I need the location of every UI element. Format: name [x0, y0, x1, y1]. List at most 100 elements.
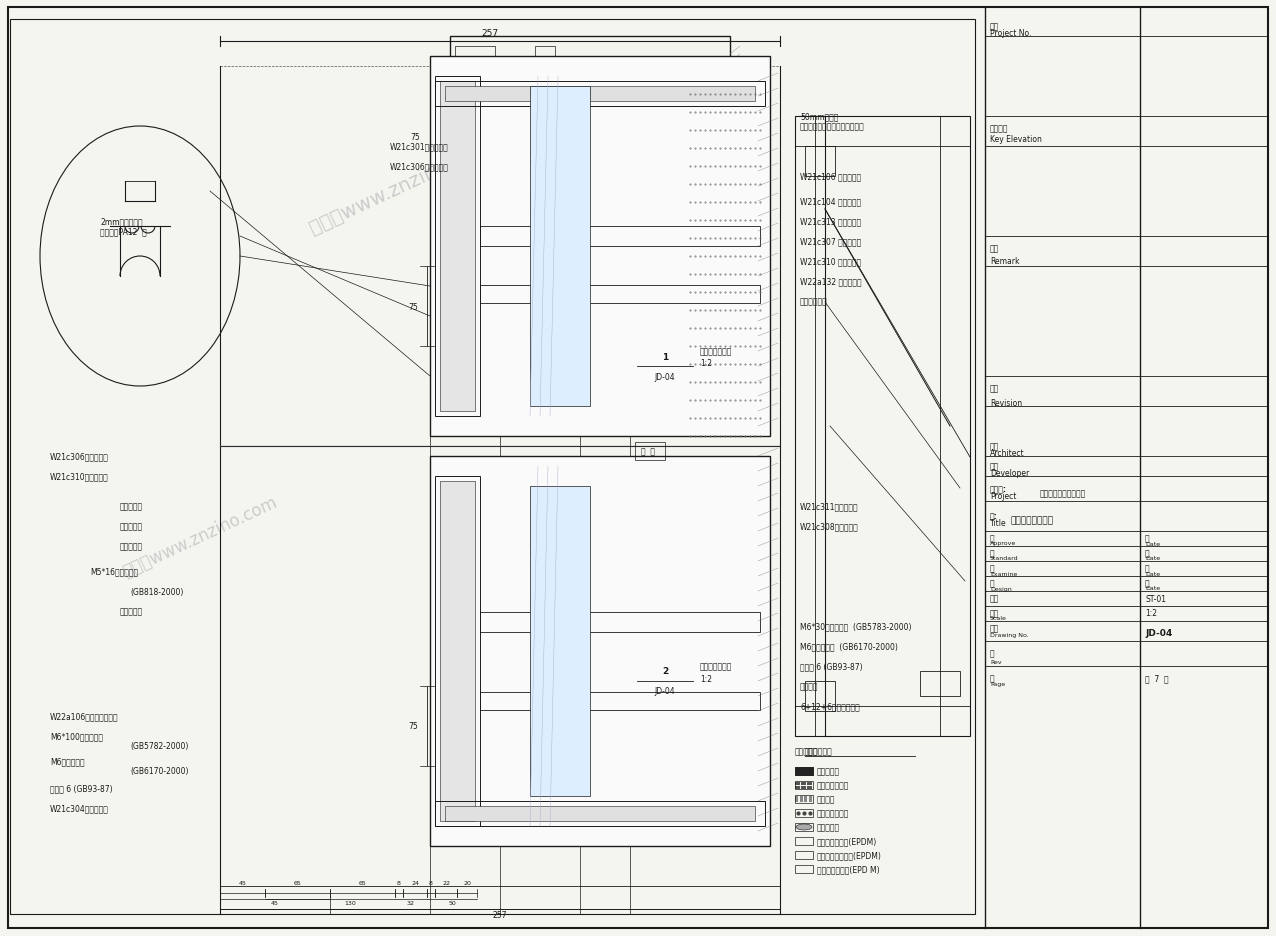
Bar [801, 786, 806, 789]
Text: 建设: 建设 [990, 462, 999, 471]
Text: 编号: 编号 [990, 22, 999, 32]
Text: 版: 版 [990, 649, 994, 658]
Text: Revision: Revision [990, 398, 1022, 407]
Text: M6*100不锈钢螺栓: M6*100不锈钢螺栓 [50, 732, 103, 740]
Text: ST-01: ST-01 [1145, 593, 1166, 603]
Text: 1:2: 1:2 [701, 674, 712, 682]
Text: 45: 45 [239, 881, 246, 885]
Text: 建: 建 [1145, 534, 1150, 543]
Text: （密封带线粘结密封待专用胶）: （密封带线粘结密封待专用胶） [800, 123, 865, 131]
Bar [480, 612, 760, 632]
Text: W21c307 开启扇上框: W21c307 开启扇上框 [800, 237, 861, 246]
Text: 弹簧垫 6 (GB93-87): 弹簧垫 6 (GB93-87) [50, 783, 112, 793]
Text: JD-04: JD-04 [1145, 629, 1173, 637]
Text: Remark: Remark [990, 256, 1020, 265]
Text: Date: Date [1145, 586, 1160, 591]
Text: Architect: Architect [990, 449, 1025, 458]
Text: 页: 页 [990, 674, 994, 682]
Bar [795, 117, 970, 737]
Text: W21c106 铝合金压板: W21c106 铝合金压板 [800, 172, 861, 182]
Bar [440, 82, 475, 412]
Bar [630, 67, 730, 427]
Bar [801, 782, 806, 785]
Text: Examine: Examine [990, 571, 1017, 576]
Text: 符号说明：: 符号说明： [795, 747, 818, 755]
Text: 8: 8 [429, 881, 433, 885]
Text: 2mm厚尼龙垫片
（材质：PA12  ）: 2mm厚尼龙垫片 （材质：PA12 ） [100, 217, 147, 237]
Bar [795, 782, 813, 789]
Text: JD-04: JD-04 [655, 373, 675, 381]
Text: W21c306铝合金横梁: W21c306铝合金横梁 [390, 162, 449, 171]
Bar [430, 137, 500, 297]
Text: 拉栓式铝合金玻璃幕墙: 拉栓式铝合金玻璃幕墙 [1040, 489, 1086, 498]
Text: 65: 65 [359, 881, 366, 885]
Text: 图号: 图号 [990, 623, 999, 633]
Text: W21c308开启扇下框: W21c308开启扇下框 [800, 522, 859, 531]
Bar [806, 786, 812, 789]
Text: 75: 75 [408, 722, 419, 731]
Text: Scale: Scale [990, 616, 1007, 621]
Bar [795, 782, 800, 785]
Bar [500, 177, 581, 297]
Bar [581, 57, 720, 227]
Bar [435, 476, 480, 826]
Text: M6不锈钢螺母  (GB6170-2000): M6不锈钢螺母 (GB6170-2000) [800, 642, 898, 651]
Text: 知来网www.znzino.com: 知来网www.znzino.com [306, 137, 494, 237]
Bar [635, 443, 665, 461]
Text: 开启扇锁手: 开启扇锁手 [120, 502, 143, 511]
Text: 2: 2 [662, 666, 669, 676]
Text: 校: 校 [990, 563, 994, 573]
Bar [795, 796, 813, 803]
Text: Date: Date [1145, 541, 1160, 546]
Text: 75: 75 [408, 302, 419, 311]
Bar [530, 487, 590, 797]
Text: Approve: Approve [990, 541, 1016, 546]
Text: Date: Date [1145, 571, 1160, 576]
Text: 24: 24 [411, 881, 419, 885]
Text: 75: 75 [411, 133, 420, 142]
Text: 1:2: 1:2 [1145, 608, 1157, 618]
Bar [435, 801, 766, 826]
Text: 建: 建 [1145, 563, 1150, 573]
Text: 黑色密封胶: 黑色密封胶 [817, 767, 840, 776]
Text: 22: 22 [441, 881, 450, 885]
Text: 固定玻璃密封胶(EPD M): 固定玻璃密封胶(EPD M) [817, 865, 879, 873]
Text: 1: 1 [662, 352, 669, 361]
Text: 建: 建 [1145, 578, 1150, 588]
Text: 审: 审 [990, 534, 994, 543]
Text: 工程名:: 工程名: [990, 485, 1007, 494]
Bar [445, 147, 595, 167]
Text: W21c104 铝合金压板: W21c104 铝合金压板 [800, 197, 861, 206]
Bar [456, 47, 495, 237]
Bar [795, 786, 800, 789]
Text: Standard: Standard [990, 556, 1018, 561]
Text: 普通胶垫: 普通胶垫 [800, 681, 818, 691]
Text: 设: 设 [990, 578, 994, 588]
Text: 50: 50 [448, 900, 456, 905]
Text: 32: 32 [407, 900, 415, 905]
Text: Drawing No.: Drawing No. [990, 633, 1028, 637]
Bar [430, 457, 769, 846]
Bar [450, 37, 730, 247]
Text: W21c306铝合金横梁: W21c306铝合金横梁 [50, 452, 108, 461]
Text: 257: 257 [493, 911, 508, 919]
Bar [795, 865, 813, 873]
Bar [795, 768, 813, 775]
Bar [440, 147, 490, 286]
Text: W21c301铝合金立柱: W21c301铝合金立柱 [390, 142, 449, 152]
Text: 8: 8 [397, 881, 401, 885]
Bar [430, 137, 630, 177]
Text: (GB818-2000): (GB818-2000) [130, 587, 184, 596]
Bar [445, 87, 755, 102]
Text: 45: 45 [271, 900, 279, 905]
Text: 开启扇上楣节点: 开启扇上楣节点 [701, 347, 732, 356]
Text: 固定玻璃密封胶条(EPDM): 固定玻璃密封胶条(EPDM) [817, 851, 882, 859]
Bar [795, 837, 813, 845]
Text: 名:: 名: [990, 512, 998, 521]
Text: 双面胶条: 双面胶条 [817, 795, 836, 804]
Text: 65: 65 [293, 881, 301, 885]
Text: 257: 257 [481, 29, 499, 38]
Bar [795, 768, 813, 775]
Bar [560, 107, 575, 187]
Bar [795, 851, 813, 859]
